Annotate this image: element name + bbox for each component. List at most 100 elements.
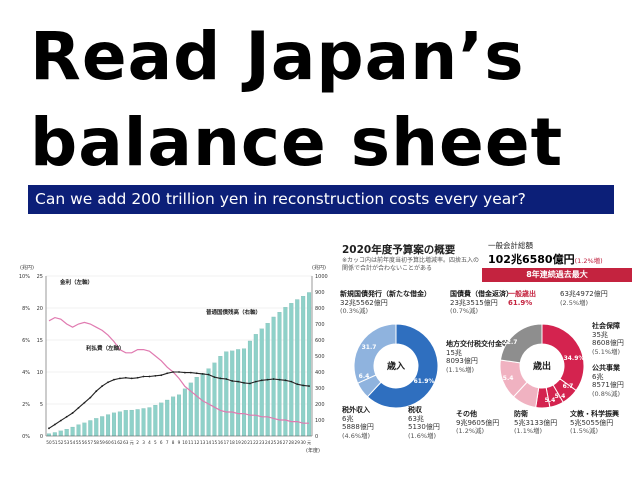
interest-point [160,374,163,377]
debt-bar [295,299,300,437]
x-tick-label: 19 [235,440,241,445]
other-value: 9兆9605億円 [456,418,500,427]
x-tick-label: 61 [111,440,117,445]
debt-bar [106,414,111,437]
debt-bar [58,430,63,437]
x-tick-label: 54 [70,440,76,445]
nontax-change: (4.6%増) [342,431,371,440]
localgrant-block: 地方交付税交付金等 15兆 8093億円 (1.1%増) [446,340,509,374]
revenue-donut-slice [353,323,397,384]
x-tick-label: 17 [224,440,230,445]
exp-pct-social: 34.9% [564,355,585,362]
interest-point [249,382,251,385]
interest-point [219,377,222,380]
general-pct: 61.9% [508,298,533,307]
total-change: (1.2%増) [574,257,603,265]
interest-point [278,378,281,381]
interest-point [148,375,151,378]
debt-bar [123,410,128,437]
x-tick-label: 22 [253,440,259,445]
revenue-donut: 歳入 61.9% 31.7 6.4 [353,323,439,409]
interest-point [184,371,186,374]
interest-point [272,378,275,380]
left-axis-tick: 5 [40,402,43,408]
localgrant-value-2: 8093億円 [446,357,478,366]
right-axis-tick: 400 [315,370,325,376]
interest-point [189,371,192,374]
debt-bar [236,349,241,437]
debt-bar [230,350,235,437]
subtitle-banner: Can we add 200 trillion yen in reconstru… [28,185,614,214]
debt-bar [283,307,288,437]
expenditure-donut: 歳出 22.7 15.4 34.9% 6.7 5.4 5.4 [499,323,585,409]
interest-point [201,373,204,375]
hero-title-line-2: balance sheet [30,104,564,181]
debt-bar [242,348,247,437]
exp-pct-debt: 22.7 [503,339,518,346]
bonds-value: 32兆5562億円 [340,298,388,307]
bonds-head: 新規国債発行（新たな借金） [340,290,431,298]
nontax-head: 税外収入 [342,406,370,414]
interest-point [48,427,50,430]
debtservice-head: 国債費（借金返済） [450,290,513,298]
debtservice-value: 23兆3515億円 [450,298,498,307]
debt-bar [117,411,122,437]
defense-head: 防衛 [514,410,528,418]
public-value: 6兆 [592,372,604,381]
x-tick-label: 14 [206,440,212,445]
debt-bar [64,429,69,437]
interest-point [296,383,299,386]
debt-bar [52,432,57,437]
debt-bar [70,426,75,437]
expenditure-center-label: 歳出 [532,360,551,372]
budget-total-box: 一般会計総額 102兆6580億円(1.2%増) 8年連続過去最大 [482,240,638,282]
x-tick-label: 23 [259,440,265,445]
interest-point [260,379,263,382]
pct-axis-tick: 4% [22,370,30,376]
interest-point [107,381,109,384]
interest-point [59,419,62,422]
debt-bar [100,416,105,437]
debt-bar [111,412,116,437]
other-change: (1.2%減) [456,427,485,436]
x-tick-label: 53 [64,440,70,445]
social-change: (5.1%増) [592,347,621,356]
x-tick-label: 5 [154,440,157,445]
general-block: 一般歳出 61.9% [508,290,536,307]
expenditure-donut-slice [541,323,585,392]
interest-point [77,406,80,409]
left-axis-tick: 15 [37,338,43,344]
social-head: 社会保障 [592,322,620,330]
exp-pct-local: 15.4 [499,375,514,382]
expenditure-donut-slice [499,323,543,364]
x-tick-label: 8 [172,440,175,445]
debtservice-change: (0.7%減) [450,307,479,316]
debt-bar [82,422,87,437]
record-streak-badge: 8年連続過去最大 [482,268,632,282]
debt-bar [129,409,134,437]
general-head: 一般歳出 [508,290,536,298]
general-value: 63兆4972億円 [560,290,608,298]
edu-head: 文教・科学振興 [570,410,619,418]
debt-bar [171,396,176,437]
budget-overview: 2020年度予算案の概要 ※カッコ内は前年度当初予算比増減率。四捨五入の関係で合… [338,238,638,440]
budget-title: 2020年度予算案の概要 [342,244,456,256]
social-block: 社会保障 35兆 8608億円 (5.1%増) [592,322,624,356]
debt-bar [307,292,312,437]
localgrant-change: (1.1%増) [446,365,475,374]
x-tick-label: 60 [105,440,111,445]
interest-point [213,376,216,379]
bonds-change: (0.3%減) [340,307,369,316]
x-tick-label: 51 [52,440,58,445]
x-tick-label: 50 [46,440,52,445]
public-block: 公共事業 6兆 8571億円 (0.8%減) [592,364,624,398]
rev-pct-tax: 61.9% [414,378,435,385]
interest-point [95,390,98,393]
debt-bar [247,340,252,437]
rate-line [48,316,309,424]
label-rate: 金利（左軸） [59,278,93,286]
interest-point [53,423,56,426]
interest-point [124,376,127,379]
x-tick-label: 29 [295,440,301,445]
debt-bar [182,388,187,437]
